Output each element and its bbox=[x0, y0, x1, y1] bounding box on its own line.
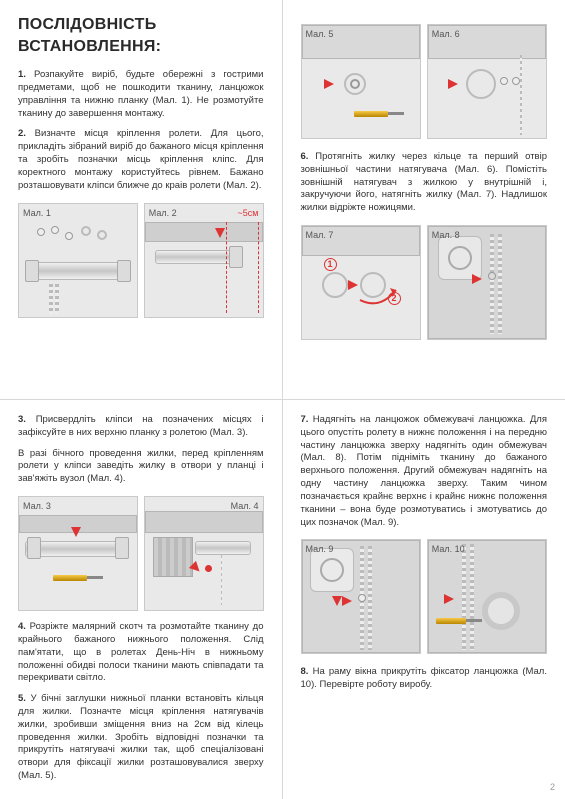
figure-5: Мал. 5 bbox=[301, 24, 421, 139]
step-1: 1. Розпакуйте виріб, будьте обережні з г… bbox=[18, 69, 264, 120]
step-5: 5. У бічні заглушки нижньої планки встан… bbox=[18, 693, 264, 783]
figure-7: Мал. 7 1 2 bbox=[301, 225, 421, 340]
curved-arrow-icon bbox=[356, 266, 404, 310]
figure-3: Мал. 3 bbox=[18, 496, 138, 611]
figure-5-label: Мал. 5 bbox=[306, 28, 334, 40]
figure-7-label: Мал. 7 bbox=[306, 229, 334, 241]
figure-1-label: Мал. 1 bbox=[23, 207, 51, 219]
step-3: 3. Присвердліть кліпси на позначених міс… bbox=[18, 414, 264, 440]
page-number: 2 bbox=[550, 781, 555, 793]
step-8: 8. На раму вікна прикрутіть фіксатор лан… bbox=[301, 666, 548, 692]
figure-8-label: Мал. 8 bbox=[432, 229, 460, 241]
callout-1: 1 bbox=[324, 258, 337, 271]
figure-2: Мал. 2 ~5см bbox=[144, 203, 264, 318]
figure-6-label: Мал. 6 bbox=[432, 28, 460, 40]
step-2: 2. Визначте місця кріплення ролети. Для … bbox=[18, 128, 264, 192]
figure-10-label: Мал. 10 bbox=[432, 543, 465, 555]
step-7: 7. Надягніть на ланцюжок обмежувачі ланц… bbox=[301, 414, 548, 529]
figure-8: Мал. 8 bbox=[427, 225, 547, 340]
figure-3-label: Мал. 3 bbox=[23, 500, 51, 512]
figure-2-label: Мал. 2 bbox=[149, 207, 177, 219]
figure-4-label: Мал. 4 bbox=[231, 500, 259, 512]
figure-9-label: Мал. 9 bbox=[306, 543, 334, 555]
figure-6: Мал. 6 bbox=[427, 24, 547, 139]
step-3a: В разі бічного проведення жилки, перед к… bbox=[18, 448, 264, 486]
figure-1: Мал. 1 bbox=[18, 203, 138, 318]
figure-2-dim: ~5см bbox=[238, 207, 259, 219]
figure-10: Мал. 10 bbox=[427, 539, 547, 654]
step-6: 6. Протягніть жилку через кільце та перш… bbox=[301, 151, 548, 215]
figure-9: Мал. 9 bbox=[301, 539, 421, 654]
step-4: 4. Розріжте малярний скотч та розмотайте… bbox=[18, 621, 264, 685]
figure-4: Мал. 4 bbox=[144, 496, 264, 611]
page-title: ПОСЛІДОВНІСТЬ ВСТАНОВЛЕННЯ: bbox=[18, 14, 264, 57]
